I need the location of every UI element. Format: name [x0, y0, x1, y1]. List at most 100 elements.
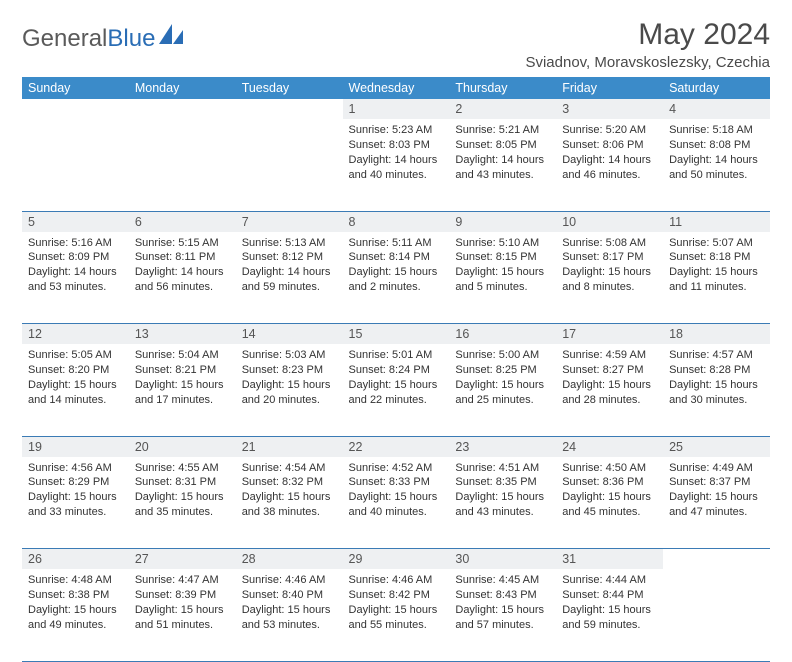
day-number-cell: 9 — [449, 211, 556, 232]
day-info: Sunrise: 5:20 AMSunset: 8:06 PMDaylight:… — [562, 123, 657, 182]
daylight-line: Daylight: 14 hours and 56 minutes. — [135, 265, 230, 295]
day-info-cell: Sunrise: 4:46 AMSunset: 8:42 PMDaylight:… — [343, 569, 450, 661]
day-info-cell — [236, 119, 343, 211]
weekday-header: Friday — [556, 77, 663, 99]
sunset-line: Sunset: 8:21 PM — [135, 363, 230, 378]
day-info-cell: Sunrise: 4:51 AMSunset: 8:35 PMDaylight:… — [449, 457, 556, 549]
day-info-cell — [663, 569, 770, 661]
day-info-cell: Sunrise: 4:46 AMSunset: 8:40 PMDaylight:… — [236, 569, 343, 661]
sunset-line: Sunset: 8:06 PM — [562, 138, 657, 153]
sunrise-line: Sunrise: 5:16 AM — [28, 236, 123, 251]
calendar-table: SundayMondayTuesdayWednesdayThursdayFrid… — [22, 77, 770, 662]
daylight-line: Daylight: 15 hours and 45 minutes. — [562, 490, 657, 520]
daylight-line: Daylight: 14 hours and 59 minutes. — [242, 265, 337, 295]
day-info-row: Sunrise: 4:48 AMSunset: 8:38 PM Daylight:… — [22, 569, 770, 661]
day-info-cell — [22, 119, 129, 211]
day-info-row: Sunrise: 5:16 AMSunset: 8:09 PMDaylight:… — [22, 232, 770, 324]
day-info: Sunrise: 4:59 AMSunset: 8:27 PMDaylight:… — [562, 348, 657, 407]
day-info-cell: Sunrise: 5:10 AMSunset: 8:15 PMDaylight:… — [449, 232, 556, 324]
day-number-cell — [22, 99, 129, 119]
day-info-cell — [129, 119, 236, 211]
sunset-line: Sunset: 8:24 PM — [349, 363, 444, 378]
day-number-cell: 25 — [663, 436, 770, 457]
day-info-cell: Sunrise: 4:48 AMSunset: 8:38 PMDaylight:… — [22, 569, 129, 661]
day-info: Sunrise: 5:10 AMSunset: 8:15 PMDaylight:… — [455, 236, 550, 295]
day-number-cell: 13 — [129, 324, 236, 345]
day-info-cell: Sunrise: 5:08 AMSunset: 8:17 PMDaylight:… — [556, 232, 663, 324]
sunset-line: Sunset: 8:09 PM — [28, 250, 123, 265]
day-info: Sunrise: 5:13 AMSunset: 8:12 PMDaylight:… — [242, 236, 337, 295]
day-info: Sunrise: 4:46 AMSunset: 8:40 PMDaylight:… — [242, 573, 337, 632]
sunset-line: Sunset: 8:11 PM — [135, 250, 230, 265]
sunset-line: Sunset: 8:18 PM — [669, 250, 764, 265]
day-number-cell: 7 — [236, 211, 343, 232]
day-info: Sunrise: 5:03 AMSunset: 8:23 PMDaylight:… — [242, 348, 337, 407]
sunrise-line: Sunrise: 4:52 AM — [349, 461, 444, 476]
day-info-cell: Sunrise: 5:05 AMSunset: 8:20 PMDaylight:… — [22, 344, 129, 436]
sunset-line: Sunset: 8:15 PM — [455, 250, 550, 265]
day-number-cell: 6 — [129, 211, 236, 232]
day-info: Sunrise: 5:01 AMSunset: 8:24 PMDaylight:… — [349, 348, 444, 407]
sunset-line: Sunset: 8:32 PM — [242, 475, 337, 490]
day-info-cell: Sunrise: 5:04 AMSunset: 8:21 PMDaylight:… — [129, 344, 236, 436]
day-info: Sunrise: 5:00 AMSunset: 8:25 PMDaylight:… — [455, 348, 550, 407]
sunset-line: Sunset: 8:03 PM — [349, 138, 444, 153]
logo: GeneralBlue — [22, 18, 185, 53]
daylight-line: Daylight: 15 hours and 14 minutes. — [28, 378, 123, 408]
daylight-line: Daylight: 15 hours and 47 minutes. — [669, 490, 764, 520]
sunrise-line: Sunrise: 4:54 AM — [242, 461, 337, 476]
weekday-header: Thursday — [449, 77, 556, 99]
daylight-line: Daylight: 14 hours and 50 minutes. — [669, 153, 764, 183]
weekday-header: Wednesday — [343, 77, 450, 99]
daylight-line: Daylight: 14 hours and 53 minutes. — [28, 265, 123, 295]
sunset-line: Sunset: 8:23 PM — [242, 363, 337, 378]
day-number-cell: 24 — [556, 436, 663, 457]
day-info: Sunrise: 4:57 AMSunset: 8:28 PMDaylight:… — [669, 348, 764, 407]
day-info-row: Sunrise: 5:05 AMSunset: 8:20 PMDaylight:… — [22, 344, 770, 436]
logo-text-blue: Blue — [107, 25, 155, 53]
sunrise-line: Sunrise: 5:11 AM — [349, 236, 444, 251]
day-number-cell: 22 — [343, 436, 450, 457]
sunrise-line: Sunrise: 4:59 AM — [562, 348, 657, 363]
day-info-cell: Sunrise: 5:11 AMSunset: 8:14 PMDaylight:… — [343, 232, 450, 324]
weekday-header: Monday — [129, 77, 236, 99]
day-number-cell: 5 — [22, 211, 129, 232]
sunset-line: Sunset: 8:38 PM — [28, 588, 123, 603]
day-number-cell: 30 — [449, 549, 556, 570]
sunset-line: Sunset: 8:37 PM — [669, 475, 764, 490]
sunrise-line: Sunrise: 5:05 AM — [28, 348, 123, 363]
day-info-cell: Sunrise: 5:23 AMSunset: 8:03 PMDaylight:… — [343, 119, 450, 211]
day-info: Sunrise: 4:55 AMSunset: 8:31 PMDaylight:… — [135, 461, 230, 520]
sunset-line: Sunset: 8:40 PM — [242, 588, 337, 603]
day-info-cell: Sunrise: 5:07 AMSunset: 8:18 PMDaylight:… — [663, 232, 770, 324]
sunrise-line: Sunrise: 4:47 AM — [135, 573, 230, 588]
weekday-header: Saturday — [663, 77, 770, 99]
daylight-line: Daylight: 14 hours and 40 minutes. — [349, 153, 444, 183]
daylight-line: Daylight: 15 hours and 43 minutes. — [455, 490, 550, 520]
sunset-line: Sunset: 8:29 PM — [28, 475, 123, 490]
daylight-line: Daylight: 14 hours and 46 minutes. — [562, 153, 657, 183]
day-info: Sunrise: 4:49 AMSunset: 8:37 PMDaylight:… — [669, 461, 764, 520]
day-info-cell: Sunrise: 4:45 AMSunset: 8:43 PMDaylight:… — [449, 569, 556, 661]
daylight-line: Daylight: 15 hours and 30 minutes. — [669, 378, 764, 408]
day-number-cell: 31 — [556, 549, 663, 570]
sunrise-line: Sunrise: 4:46 AM — [242, 573, 337, 588]
day-number-cell: 4 — [663, 99, 770, 119]
day-info: Sunrise: 5:15 AMSunset: 8:11 PMDaylight:… — [135, 236, 230, 295]
month-title: May 2024 — [525, 18, 770, 52]
day-info-cell: Sunrise: 5:18 AMSunset: 8:08 PMDaylight:… — [663, 119, 770, 211]
daylight-line: Daylight: 15 hours and 25 minutes. — [455, 378, 550, 408]
daylight-line: Daylight: 15 hours and 2 minutes. — [349, 265, 444, 295]
sunset-line: Sunset: 8:36 PM — [562, 475, 657, 490]
day-info-row: Sunrise: 4:56 AMSunset: 8:29 PMDaylight:… — [22, 457, 770, 549]
day-number-cell: 14 — [236, 324, 343, 345]
day-number-row: 19202122232425 — [22, 436, 770, 457]
day-number-row: 567891011 — [22, 211, 770, 232]
sunrise-line: Sunrise: 5:03 AM — [242, 348, 337, 363]
weekday-header: Tuesday — [236, 77, 343, 99]
day-info-cell: Sunrise: 5:16 AMSunset: 8:09 PMDaylight:… — [22, 232, 129, 324]
sunset-line: Sunset: 8:33 PM — [349, 475, 444, 490]
daylight-line: Daylight: 15 hours and 53 minutes. — [242, 603, 337, 633]
sunset-line: Sunset: 8:27 PM — [562, 363, 657, 378]
sunrise-line: Sunrise: 4:48 AM — [28, 573, 123, 588]
